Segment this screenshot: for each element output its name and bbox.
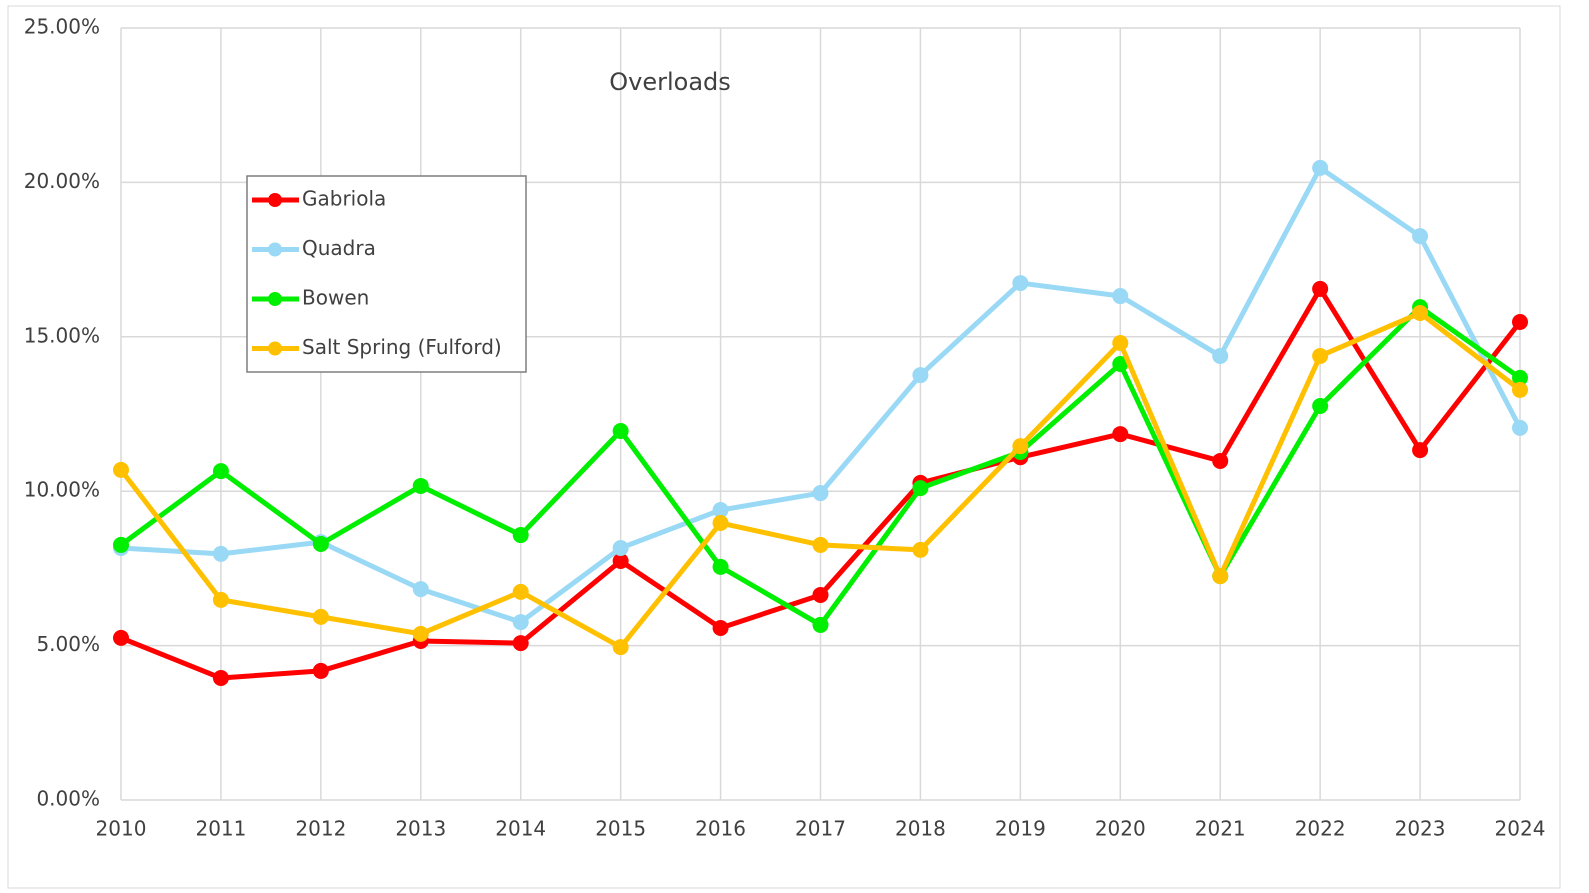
data-point [1112, 334, 1129, 351]
y-tick-label: 0.00% [36, 787, 100, 811]
data-point [113, 629, 129, 646]
data-point [1512, 419, 1528, 436]
legend-label: Salt Spring (Fulford) [302, 335, 502, 359]
data-point [712, 619, 729, 636]
data-point [1312, 159, 1329, 176]
data-point [1212, 452, 1229, 469]
legend: Gabriola Quadra Bowen Salt Spring (Fulford) [246, 175, 527, 373]
data-point [1212, 347, 1229, 364]
data-point [612, 552, 629, 569]
chart-title: Overloads [609, 68, 731, 96]
x-tick-label: 2011 [195, 817, 246, 841]
data-point [712, 558, 729, 575]
data-point [113, 461, 129, 478]
x-tick-label: 2010 [96, 817, 147, 841]
data-point [512, 614, 529, 631]
x-tick-label: 2016 [695, 817, 746, 841]
x-tick-label: 2013 [395, 817, 446, 841]
y-tick-label: 25.00% [24, 15, 100, 39]
data-point [912, 541, 929, 558]
data-point [712, 502, 729, 519]
legend-marker [268, 193, 282, 207]
data-point [1012, 275, 1029, 292]
data-point [312, 536, 329, 553]
x-tick-label: 2023 [1395, 817, 1446, 841]
legend-box [246, 175, 527, 373]
data-point [1512, 313, 1528, 330]
data-point [1212, 568, 1229, 585]
data-point [1412, 228, 1429, 245]
data-point [812, 485, 829, 502]
data-point [1112, 426, 1129, 443]
legend-marker [268, 242, 282, 257]
chart-frame [7, 5, 1561, 889]
data-point [812, 586, 829, 603]
x-tick-label: 2015 [595, 817, 646, 841]
data-point [512, 635, 529, 652]
x-tick-label: 2014 [495, 817, 546, 841]
data-point [412, 625, 429, 642]
x-tick-label: 2018 [895, 817, 946, 841]
legend-marker [268, 341, 282, 356]
data-point [1412, 442, 1429, 459]
grid: 0.00% 5.00% 10.00% 15.00% 20.00% 25.00% 2010 20… [24, 15, 1546, 841]
data-point [412, 581, 429, 598]
data-point [412, 477, 429, 494]
data-point [312, 608, 329, 625]
data-point [512, 583, 529, 600]
x-tick-label: 2019 [995, 817, 1046, 841]
y-tick-label: 5.00% [36, 632, 100, 656]
data-point [1012, 438, 1029, 455]
data-point [812, 536, 829, 553]
legend-marker [268, 292, 282, 306]
data-point [1512, 381, 1528, 398]
x-tick-label: 2020 [1095, 817, 1146, 841]
data-point [912, 367, 929, 384]
data-point [1512, 369, 1528, 386]
data-point [612, 639, 629, 656]
data-point [212, 545, 229, 562]
data-point [1312, 280, 1329, 297]
data-point [1112, 288, 1129, 305]
data-point [113, 536, 129, 553]
y-tick-label: 10.00% [24, 478, 100, 502]
legend-label: Gabriola [302, 187, 386, 211]
data-point [1412, 305, 1429, 322]
data-point [212, 591, 229, 608]
y-tick-label: 15.00% [24, 323, 100, 347]
data-point [512, 527, 529, 544]
x-tick-label: 2022 [1295, 817, 1346, 841]
plot [113, 159, 1528, 687]
x-tick-label: 2021 [1195, 817, 1246, 841]
data-point [1112, 355, 1129, 372]
data-point [812, 616, 829, 633]
data-point [612, 422, 629, 439]
data-point [912, 480, 929, 497]
x-tick-label: 2012 [295, 817, 346, 841]
y-tick-label: 20.00% [24, 169, 100, 193]
legend-label: Bowen [302, 286, 369, 310]
data-point [712, 515, 729, 532]
data-point [612, 540, 629, 557]
legend-label: Quadra [302, 236, 376, 260]
data-point [1312, 347, 1329, 364]
data-point [212, 463, 229, 480]
x-tick-label: 2024 [1495, 817, 1546, 841]
x-tick-label: 2017 [795, 817, 846, 841]
data-point [312, 662, 329, 679]
data-point [1312, 397, 1329, 414]
data-point [212, 670, 229, 687]
